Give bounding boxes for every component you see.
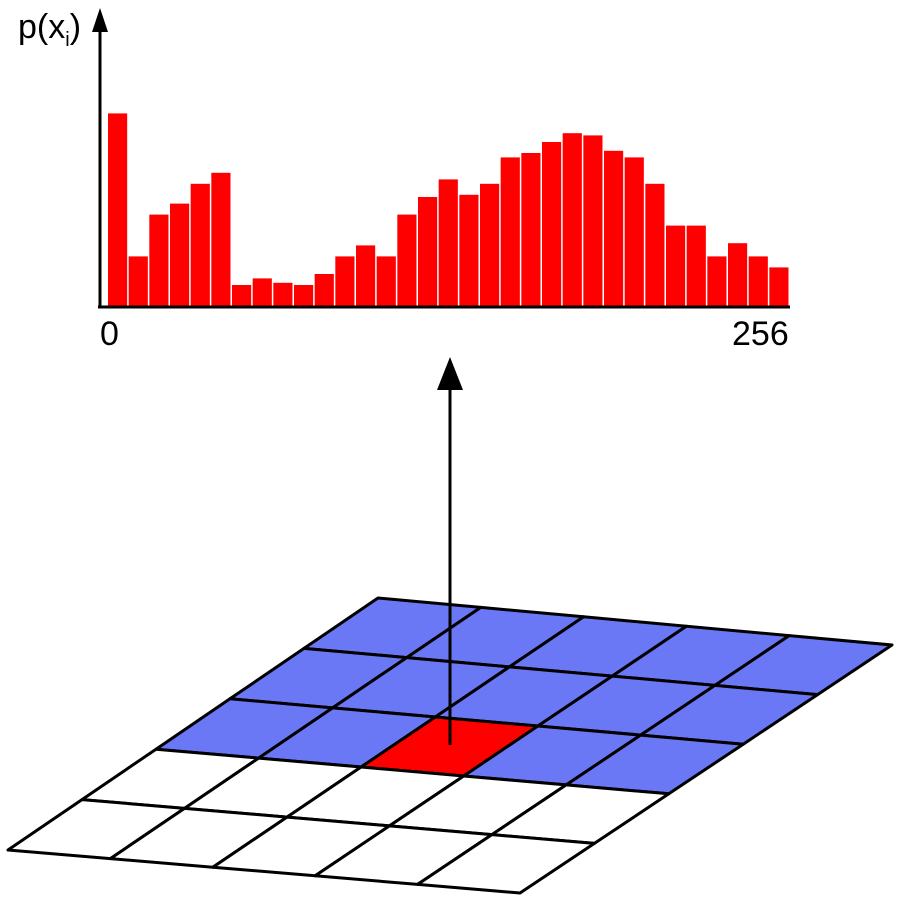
y-axis-label: p(xi)	[18, 8, 81, 51]
histogram-bar	[232, 285, 252, 307]
histogram-bar	[108, 113, 128, 308]
x-axis-min-label: 0	[100, 315, 119, 353]
histogram-bar	[418, 197, 438, 307]
histogram-bar	[438, 179, 458, 307]
histogram-bar	[190, 183, 210, 307]
histogram-bar	[769, 267, 789, 307]
histogram-bar	[170, 203, 190, 307]
projection-arrowhead	[437, 357, 463, 390]
y-axis-label-close: )	[70, 8, 81, 46]
histogram-bar	[748, 256, 768, 307]
histogram-bar	[273, 282, 293, 307]
histogram-bar	[314, 274, 334, 307]
histogram-bar	[686, 225, 706, 307]
histogram-bar	[542, 142, 562, 307]
histogram-bar	[376, 256, 396, 307]
x-axis-max-label: 256	[732, 315, 789, 353]
y-axis-arrowhead	[92, 8, 108, 32]
histogram-bar	[459, 194, 479, 307]
histogram-bar	[356, 245, 376, 307]
histogram-bar	[521, 153, 541, 307]
y-axis-label-subscript: i	[65, 29, 69, 51]
histogram-bar	[707, 256, 727, 307]
y-axis-label-main: p(x	[18, 8, 65, 46]
histogram-bar	[728, 243, 748, 307]
histogram-bar	[500, 157, 520, 307]
histogram-bar	[583, 135, 603, 307]
histogram-bars	[108, 113, 789, 308]
histogram-bar	[294, 285, 314, 307]
histogram-bar	[149, 214, 169, 307]
histogram-bar	[562, 133, 582, 307]
histogram-bar	[397, 214, 417, 307]
histogram-bar	[335, 256, 355, 307]
grid-cell-empty	[416, 833, 596, 895]
histogram-bar	[480, 183, 500, 307]
histogram-bar	[666, 225, 686, 307]
histogram-bar	[252, 278, 272, 307]
histogram-bar	[128, 256, 148, 307]
histogram-bar	[604, 150, 624, 307]
histogram-bar	[624, 157, 644, 307]
histogram-bar	[211, 172, 231, 307]
histogram-bar	[645, 183, 665, 307]
